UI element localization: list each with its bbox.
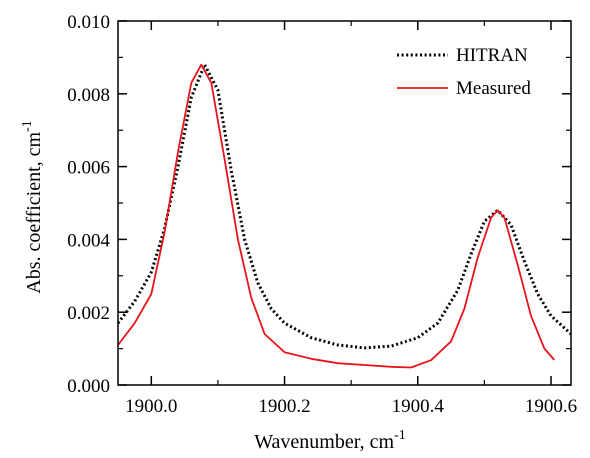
legend-label-measured: Measured: [456, 78, 531, 99]
x-tick-label: 1900.6: [525, 396, 577, 417]
series-measured-line: [117, 63, 555, 369]
plot-frame: [117, 20, 572, 386]
series-layer: [116, 63, 573, 369]
y-tick-label: 0.006: [67, 158, 110, 179]
series-hitran-line: [116, 63, 573, 350]
x-axis-title: Wavenumber, cm-1: [254, 428, 405, 453]
legend-label-hitran: HITRAN: [456, 45, 528, 66]
y-tick-label: 0.000: [67, 376, 110, 397]
y-axis-title-text: Abs. coefficient, cm: [23, 131, 45, 293]
x-axis-title-exponent: -1: [394, 428, 406, 443]
ticks-layer: 1900.0 1900.2 1900.4 1900.6 0.000 0.002 0.004 0…: [67, 12, 577, 417]
legend: HITRAN Measured: [397, 45, 531, 99]
y-tick-label: 0.004: [67, 230, 110, 251]
y-tick-label: 0.010: [67, 12, 110, 33]
y-axis-title: Abs. coefficient, cm-1: [20, 120, 45, 293]
y-axis-title-exponent: -1: [20, 120, 35, 132]
x-axis-title-text: Wavenumber, cm: [254, 431, 394, 453]
y-tick-label: 0.008: [67, 85, 110, 106]
x-tick-label: 1900.2: [258, 396, 310, 417]
y-tick-label: 0.002: [67, 303, 110, 324]
x-tick-label: 1900.0: [125, 396, 177, 417]
x-tick-label: 1900.4: [392, 396, 445, 417]
